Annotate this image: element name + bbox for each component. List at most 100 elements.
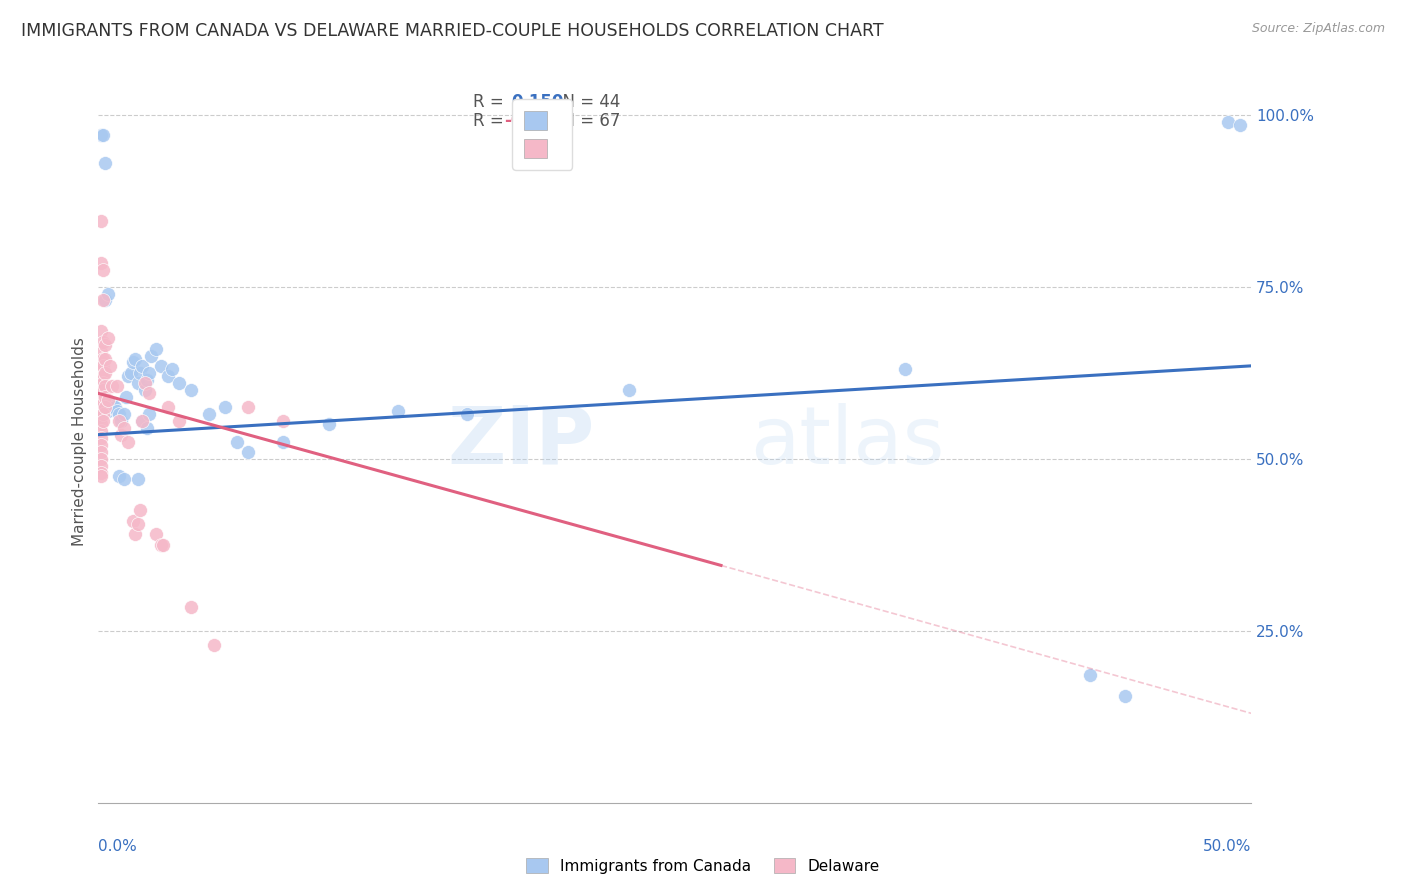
Point	[198, 407, 221, 421]
Point	[145, 527, 167, 541]
Point	[894, 362, 917, 376]
Point	[94, 293, 117, 308]
Point	[91, 397, 114, 411]
Point	[120, 366, 142, 380]
Point	[94, 379, 117, 393]
Point	[122, 355, 145, 369]
Point	[129, 503, 152, 517]
Text: 0.150: 0.150	[512, 93, 564, 111]
Point	[91, 128, 114, 143]
Point	[90, 469, 112, 483]
Point	[134, 376, 156, 390]
Point	[110, 427, 132, 442]
Point	[108, 469, 131, 483]
Point	[271, 434, 294, 449]
Point	[202, 638, 225, 652]
Point	[91, 334, 114, 349]
Point	[127, 517, 149, 532]
Point	[1114, 689, 1136, 703]
Point	[90, 355, 112, 369]
Point	[90, 128, 112, 143]
Point	[90, 390, 112, 404]
Point	[135, 421, 157, 435]
Text: 0.0%: 0.0%	[98, 838, 138, 854]
Point	[115, 390, 138, 404]
Point	[91, 359, 114, 373]
Point	[101, 397, 124, 411]
Point	[91, 293, 114, 308]
Point	[238, 445, 260, 459]
Text: R =: R =	[472, 93, 515, 111]
Point	[90, 214, 112, 228]
Point	[91, 383, 114, 397]
Point	[103, 400, 125, 414]
Text: N = 44: N = 44	[551, 93, 620, 111]
Point	[238, 400, 260, 414]
Point	[94, 338, 117, 352]
Point	[167, 414, 190, 428]
Text: ZIP: ZIP	[447, 402, 595, 481]
Point	[94, 390, 117, 404]
Point	[160, 362, 183, 376]
Point	[94, 366, 117, 380]
Point	[90, 325, 112, 339]
Point	[94, 351, 117, 366]
Point	[97, 331, 120, 345]
Point	[149, 359, 172, 373]
Point	[145, 342, 167, 356]
Point	[97, 286, 120, 301]
Point	[94, 156, 117, 170]
Point	[94, 397, 117, 411]
Point	[152, 538, 174, 552]
Point	[131, 414, 153, 428]
Point	[90, 410, 112, 425]
Point	[127, 376, 149, 390]
Point	[97, 403, 120, 417]
Point	[90, 424, 112, 438]
Point	[91, 414, 114, 428]
Point	[1229, 118, 1251, 132]
Point	[124, 351, 146, 366]
Point	[90, 451, 112, 466]
Text: atlas: atlas	[749, 402, 945, 481]
Point	[90, 362, 112, 376]
Point	[1218, 114, 1240, 128]
Point	[122, 514, 145, 528]
Point	[271, 414, 294, 428]
Legend: Immigrants from Canada, Delaware: Immigrants from Canada, Delaware	[520, 852, 886, 880]
Point	[101, 379, 124, 393]
Point	[225, 434, 247, 449]
Point	[456, 407, 478, 421]
Point	[90, 403, 112, 417]
Point	[180, 599, 202, 614]
Point	[98, 400, 121, 414]
Point	[98, 359, 121, 373]
Point	[131, 359, 153, 373]
Point	[124, 527, 146, 541]
Point	[131, 414, 153, 428]
Point	[91, 351, 114, 366]
Point	[90, 417, 112, 432]
Point	[149, 538, 172, 552]
Point	[117, 434, 139, 449]
Point	[112, 472, 135, 486]
Text: Source: ZipAtlas.com: Source: ZipAtlas.com	[1251, 22, 1385, 36]
Point	[127, 472, 149, 486]
Point	[138, 386, 160, 401]
Point	[97, 393, 120, 408]
Point	[129, 366, 152, 380]
Point	[112, 421, 135, 435]
Text: R =: R =	[472, 112, 509, 130]
Text: N = 67: N = 67	[551, 112, 620, 130]
Point	[90, 458, 112, 473]
Point	[110, 414, 132, 428]
Point	[90, 431, 112, 445]
Point	[90, 369, 112, 384]
Point	[91, 407, 114, 421]
Point	[117, 369, 139, 384]
Point	[138, 366, 160, 380]
Point	[90, 376, 112, 390]
Point	[90, 438, 112, 452]
Point	[90, 383, 112, 397]
Point	[105, 379, 128, 393]
